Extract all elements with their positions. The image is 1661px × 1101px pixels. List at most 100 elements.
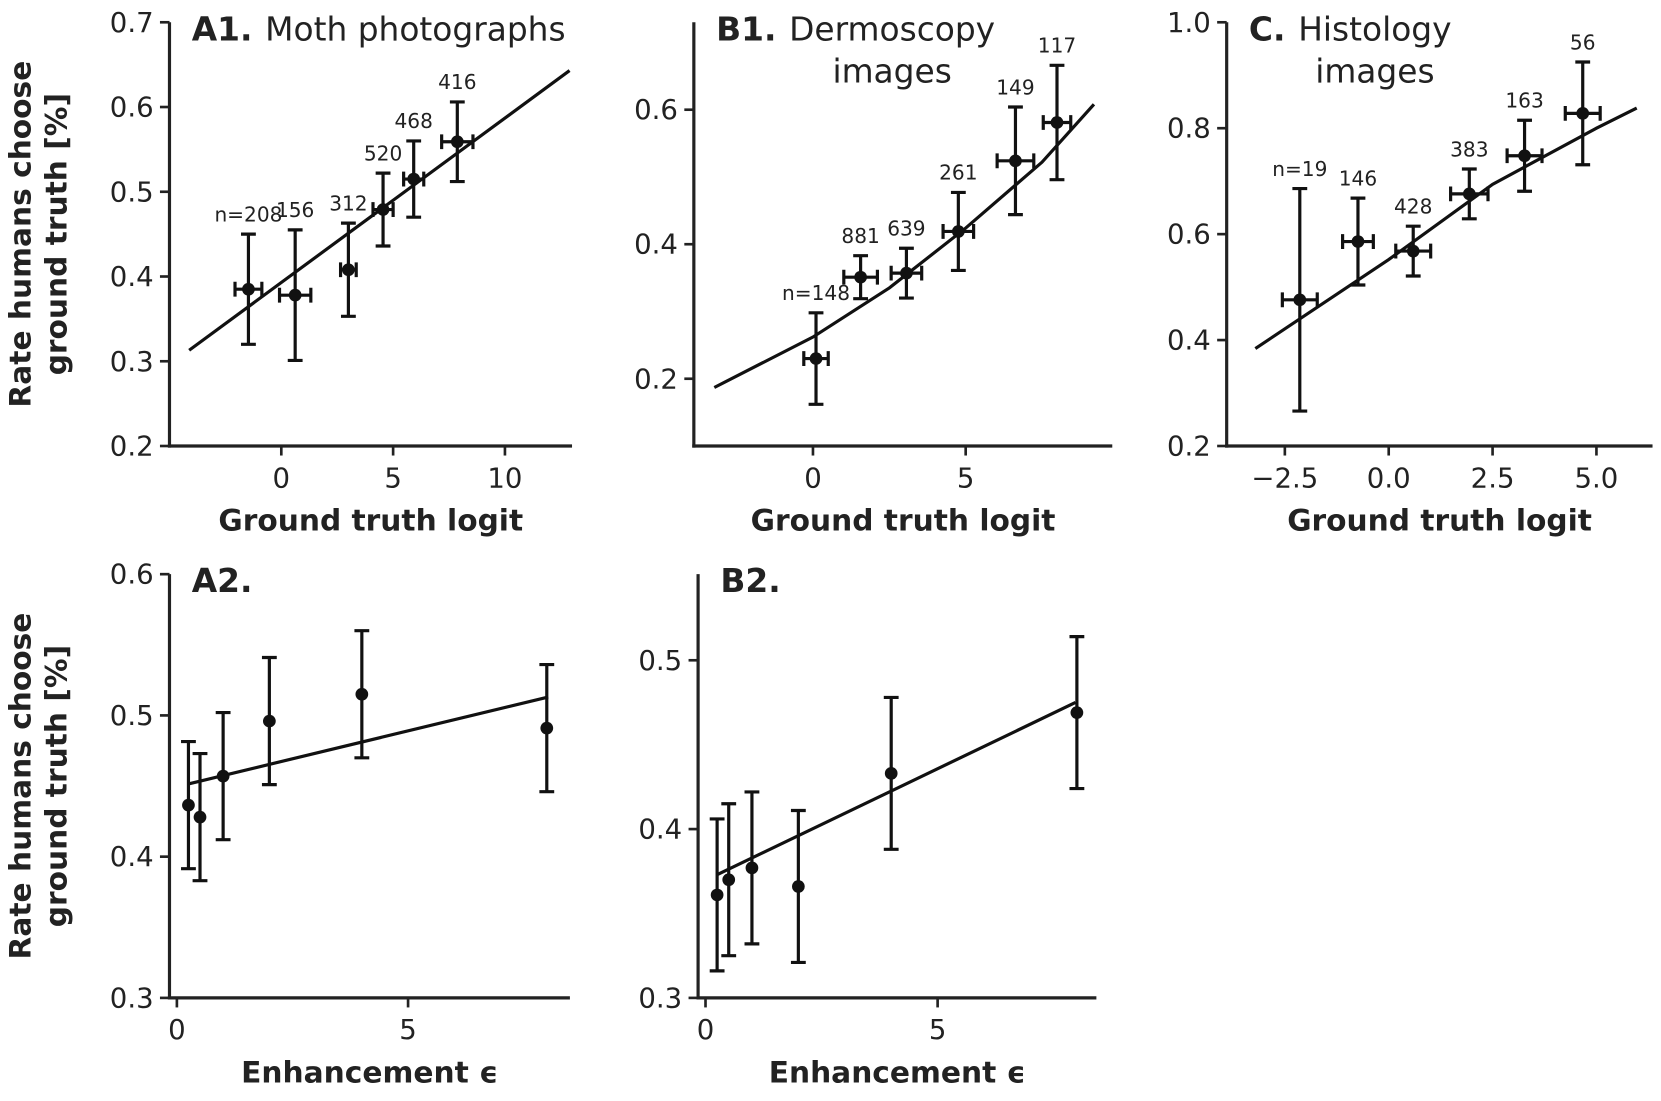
data-point (809, 352, 823, 365)
x-axis-label: Enhancement ϵ (769, 1055, 1026, 1090)
y-tick-label: 0.6 (110, 92, 154, 124)
fit-line (188, 695, 549, 786)
x-tick-label: 5 (929, 1014, 947, 1046)
x-tick-label: 5 (384, 462, 402, 494)
y-tick-label: 0.3 (110, 346, 154, 378)
data-point (407, 172, 421, 186)
fit-line (1254, 106, 1638, 350)
point-label: 163 (1505, 89, 1543, 113)
y-tick-label: 0.2 (110, 431, 154, 463)
data-point (540, 721, 554, 735)
data-point (450, 135, 464, 149)
point-label: 428 (1394, 194, 1432, 218)
y-tick-label: 0.6 (110, 559, 154, 591)
panel-subtitle: images (1315, 53, 1434, 91)
panel: 0.2 0.4 0.6 0.8 1.0 −2.5 0.0 2.5 5.0 Ground truth… (1167, 7, 1653, 538)
fit-line (716, 701, 1077, 877)
panel: 0.3 0.4 0.5 0.6 0 5 Enhancement ϵ Rate humans c… (3, 559, 570, 1090)
fit-line (713, 103, 1096, 389)
data-point (1518, 149, 1531, 163)
panel: 0.2 0.4 0.6 0 5 Ground truth logit B1. Dermosco… (634, 10, 1113, 538)
point-label: 468 (395, 109, 433, 133)
x-tick-label: 0.0 (1367, 462, 1411, 494)
point-label: 520 (364, 141, 402, 165)
point-label: 117 (1038, 34, 1076, 58)
data-point (1351, 235, 1365, 248)
data-point (745, 861, 759, 875)
data-point (193, 810, 207, 824)
y-tick-label: 0.5 (638, 645, 682, 677)
point-label: 416 (438, 70, 476, 94)
data-point (722, 873, 736, 887)
point-label: n=208 (214, 202, 282, 226)
data-point (854, 270, 867, 284)
y-tick-label: 0.5 (110, 176, 154, 208)
point-label: 312 (329, 191, 367, 215)
point-label: 383 (1450, 137, 1488, 161)
data-point (263, 714, 276, 728)
x-tick-label: 0 (273, 462, 291, 494)
panel-title: A2. (192, 562, 253, 600)
x-axis-label: Ground truth logit (1287, 503, 1592, 538)
panel-subtitle: Moth photographs (265, 10, 565, 48)
y-tick-label: 0.5 (110, 700, 154, 732)
data-point (951, 225, 965, 238)
x-tick-label: 0 (804, 462, 822, 494)
y-axis-label: Rate humans choose (3, 61, 38, 408)
x-axis-label: Enhancement ϵ (241, 1055, 498, 1090)
x-tick-label: 5 (399, 1014, 417, 1046)
point-label: 881 (841, 224, 879, 248)
panel-subtitle: images (832, 53, 951, 91)
y-tick-label: 0.6 (634, 94, 678, 126)
x-axis-label: Ground truth logit (218, 503, 523, 538)
data-point (1070, 706, 1084, 719)
y-tick-label: 0.2 (634, 363, 678, 395)
y-tick-label: 0.4 (1167, 325, 1211, 357)
panel-title: A1. (192, 10, 253, 48)
point-label: 261 (939, 161, 977, 185)
y-tick-label: 0.4 (638, 814, 682, 846)
y-axis-label: ground truth [%] (39, 93, 74, 375)
y-tick-label: 0.8 (1167, 113, 1211, 145)
data-point (342, 263, 355, 277)
data-point (792, 880, 805, 893)
point-label: n=19 (1272, 157, 1327, 181)
y-axis-label: ground truth [%] (39, 645, 74, 927)
panel-title: B1. (716, 10, 776, 48)
point-label: n=148 (782, 281, 850, 305)
y-tick-label: 0.4 (634, 229, 678, 261)
point-label: 156 (276, 198, 314, 222)
y-tick-label: 0.7 (110, 7, 154, 39)
data-point (1009, 154, 1022, 168)
panel: 0.2 0.3 0.4 0.5 0.6 0.7 0 5 10 Ground truth logit… (3, 7, 573, 538)
panel-subtitle: Dermoscopy (789, 10, 995, 48)
point-label: 146 (1339, 166, 1377, 190)
y-tick-label: 0.3 (110, 982, 154, 1014)
panel-title: B2. (720, 562, 780, 600)
x-tick-label: −2.5 (1251, 462, 1318, 494)
point-label: 639 (887, 217, 925, 241)
x-axis-label: Ground truth logit (751, 503, 1056, 538)
point-label: 149 (996, 75, 1034, 99)
data-point (376, 203, 390, 216)
x-tick-label: 5.0 (1575, 462, 1619, 494)
data-point (242, 282, 255, 296)
x-tick-label: 2.5 (1471, 462, 1515, 494)
panel: 0.3 0.4 0.5 0 5 Enhancement ϵ B2. (638, 562, 1097, 1090)
data-point (1293, 293, 1307, 307)
data-point (900, 266, 913, 280)
x-tick-label: 5 (957, 462, 975, 494)
x-tick-label: 0 (697, 1014, 715, 1046)
data-point (355, 687, 369, 701)
data-point (288, 288, 302, 302)
data-point (884, 767, 898, 780)
y-tick-label: 1.0 (1167, 7, 1211, 39)
data-point (1462, 187, 1476, 201)
y-tick-label: 0.6 (1167, 219, 1211, 251)
y-tick-label: 0.2 (1167, 431, 1211, 463)
y-axis-label: Rate humans choose (3, 613, 38, 960)
data-point (710, 888, 724, 902)
data-point (1406, 244, 1420, 258)
